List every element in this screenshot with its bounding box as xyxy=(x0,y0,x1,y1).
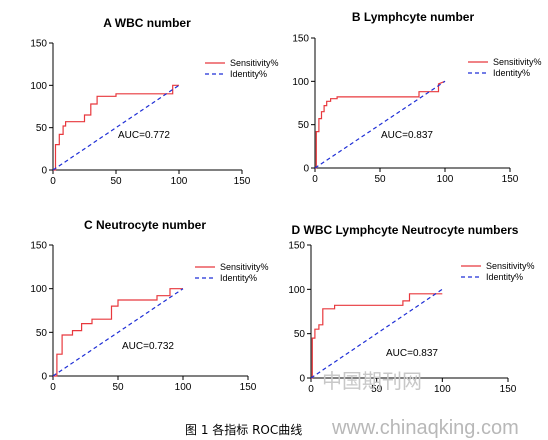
roc-panel-4: D WBC Lymphcyte Neutrocyte numbers 0 50 100… xyxy=(288,223,534,395)
y-tick-label: 0 xyxy=(299,374,305,385)
x-tick-label: 150 xyxy=(502,174,519,185)
x-tick-label: 50 xyxy=(371,384,383,395)
y-tick-label: 150 xyxy=(292,34,309,45)
chart-title: B Lymphcyte number xyxy=(352,10,475,24)
chart-title: A WBC number xyxy=(103,16,191,30)
identity-line xyxy=(310,288,443,379)
auc-annotation: AUC=0.732 xyxy=(122,341,174,352)
identity-line xyxy=(52,288,184,377)
x-tick-label: 150 xyxy=(240,382,257,393)
legend-label: Identity% xyxy=(230,69,267,79)
y-tick-label: 100 xyxy=(288,285,305,296)
y-tick-label: 150 xyxy=(30,241,47,252)
y-tick-label: 50 xyxy=(36,328,48,339)
watermark-cn: 中国期刊网 xyxy=(322,369,422,393)
x-tick-label: 100 xyxy=(434,384,451,395)
y-tick-label: 0 xyxy=(41,166,47,177)
x-tick-label: 0 xyxy=(308,384,314,395)
y-tick-label: 0 xyxy=(303,164,309,175)
legend-label: Identity% xyxy=(486,272,523,282)
x-tick-label: 0 xyxy=(50,176,56,187)
auc-annotation: AUC=0.837 xyxy=(386,348,438,359)
sensitivity-line xyxy=(311,293,443,379)
y-tick-label: 150 xyxy=(288,241,305,252)
x-tick-label: 50 xyxy=(112,382,124,393)
legend-label: Sensitivity% xyxy=(220,262,269,272)
roc-panel-1: A WBC number 0 50 100 150 0 50 100 150 Sensitivit… xyxy=(30,16,278,187)
identity-line xyxy=(52,84,180,171)
y-tick-label: 50 xyxy=(298,120,310,131)
y-tick-label: 100 xyxy=(30,81,47,92)
roc-panel-2: B Lymphcyte number 0 50 100 150 0 50 100 150 Sens… xyxy=(292,10,541,185)
legend-label: Sensitivity% xyxy=(486,261,535,271)
x-tick-label: 50 xyxy=(374,174,386,185)
y-tick-label: 100 xyxy=(292,77,309,88)
sensitivity-line xyxy=(53,288,183,377)
figure-caption: 图 1 各指标 ROC曲线 xyxy=(185,422,302,437)
legend-label: Identity% xyxy=(493,68,530,78)
x-tick-label: 100 xyxy=(175,382,192,393)
x-tick-label: 0 xyxy=(312,174,318,185)
x-tick-label: 150 xyxy=(234,176,251,187)
x-tick-label: 50 xyxy=(110,176,122,187)
auc-annotation: AUC=0.837 xyxy=(381,130,433,141)
auc-annotation: AUC=0.772 xyxy=(118,130,170,141)
x-tick-label: 0 xyxy=(50,382,56,393)
y-tick-label: 0 xyxy=(41,372,47,383)
y-tick-label: 50 xyxy=(36,123,48,134)
x-tick-label: 100 xyxy=(171,176,188,187)
legend-label: Sensitivity% xyxy=(493,57,542,67)
chart-title: D WBC Lymphcyte Neutrocyte numbers xyxy=(292,223,519,237)
identity-line xyxy=(314,80,446,169)
x-tick-label: 150 xyxy=(500,384,517,395)
y-tick-label: 150 xyxy=(30,39,47,50)
y-tick-label: 100 xyxy=(30,284,47,295)
chart-panels: A WBC number 0 50 100 150 0 50 100 150 Sensitivit… xyxy=(30,10,541,395)
chart-title: C Neutrocyte number xyxy=(84,218,206,232)
roc-panel-3: C Neutrocyte number 0 50 100 150 0 50 100 150 Sen… xyxy=(30,218,268,393)
legend-label: Sensitivity% xyxy=(230,58,279,68)
y-tick-label: 50 xyxy=(294,329,306,340)
legend-label: Identity% xyxy=(220,273,257,283)
sensitivity-line xyxy=(315,80,446,169)
x-tick-label: 100 xyxy=(437,174,454,185)
sensitivity-line xyxy=(53,84,179,171)
watermark-url: www.chinaqking.com xyxy=(331,417,519,439)
